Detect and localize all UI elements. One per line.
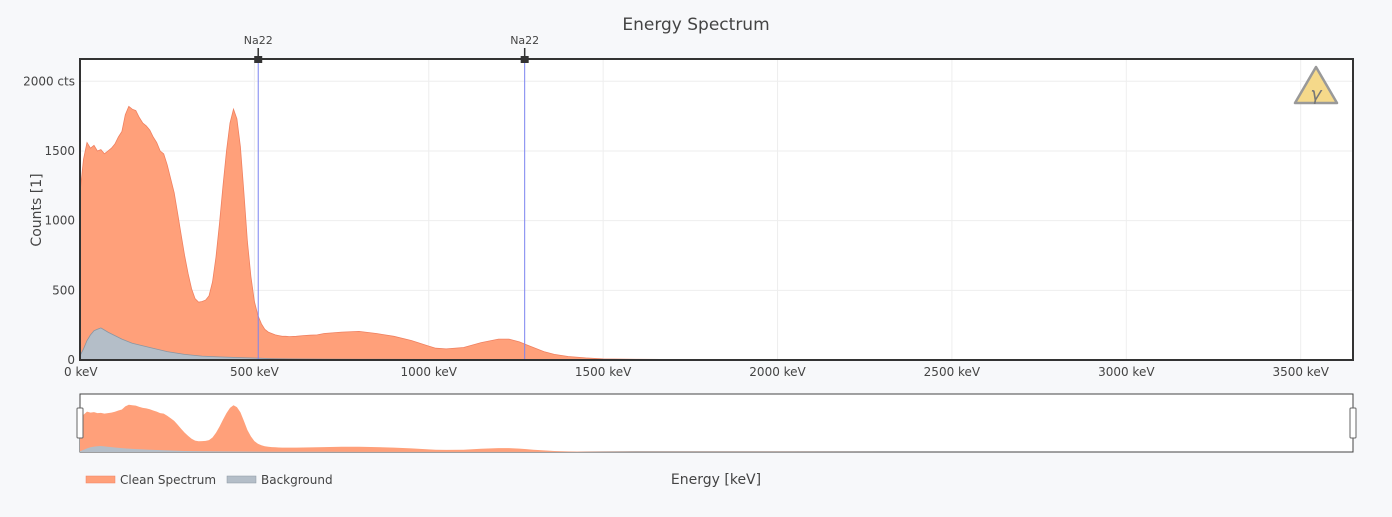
marker-label-0: Na22	[244, 34, 273, 47]
x-tick-label-1: 500 keV	[230, 365, 280, 379]
x-axis-label: Energy [keV]	[671, 472, 761, 488]
legend-item-clean-spectrum[interactable]: Clean Spectrum	[85, 473, 216, 487]
slider-area-background	[80, 446, 1353, 452]
marker-label-1: Na22	[510, 34, 539, 47]
y-tick-labels: 0 500 1000 1500 2000 cts	[23, 74, 75, 367]
x-tick-label-4: 2000 keV	[749, 365, 806, 379]
chart-title: Energy Spectrum	[622, 15, 769, 35]
y-tick-label-4: 2000 cts	[23, 74, 75, 88]
series-area-clean-spectrum	[80, 106, 1353, 361]
y-tick-label-0: 0	[67, 353, 75, 367]
range-slider-right-handle[interactable]	[1349, 407, 1357, 439]
x-tick-label-2: 1000 keV	[401, 365, 458, 379]
warning-triangle-shape	[1293, 65, 1339, 105]
series-line-clean-spectrum	[79, 105, 1353, 361]
plot-area[interactable]	[80, 59, 1353, 360]
gamma-warning-icon: γ	[1293, 65, 1339, 105]
legend[interactable]: Clean Spectrum Background	[85, 473, 333, 487]
range-slider[interactable]	[79, 393, 1354, 453]
y-tick-label-1: 500	[52, 283, 75, 297]
slider-area-clean-spectrum	[80, 404, 1353, 452]
x-tick-label-6: 3000 keV	[1098, 365, 1155, 379]
x-tick-labels: 0 keV 500 keV 1000 keV 1500 keV 2000 keV 2500…	[64, 365, 1330, 379]
y-tick-label-3: 1500	[44, 144, 75, 158]
y-axis-label: Counts [1]	[29, 173, 45, 246]
legend-swatch-clean-spectrum	[85, 475, 116, 484]
range-slider-left-handle[interactable]	[76, 407, 84, 439]
x-tick-label-5: 2500 keV	[924, 365, 981, 379]
legend-item-background[interactable]: Background	[226, 473, 333, 487]
legend-label-background: Background	[261, 473, 333, 487]
y-tick-label-2: 1000	[44, 214, 75, 228]
x-tick-label-0: 0 keV	[64, 365, 98, 379]
x-tick-label-3: 1500 keV	[575, 365, 632, 379]
legend-label-clean-spectrum: Clean Spectrum	[120, 473, 216, 487]
x-tick-label-7: 3500 keV	[1272, 365, 1329, 379]
gamma-symbol: γ	[1310, 83, 1323, 105]
plot-frame	[79, 58, 1354, 361]
range-slider-series	[80, 404, 1353, 452]
series-area-background	[80, 327, 1353, 360]
legend-swatch-background	[226, 475, 257, 484]
